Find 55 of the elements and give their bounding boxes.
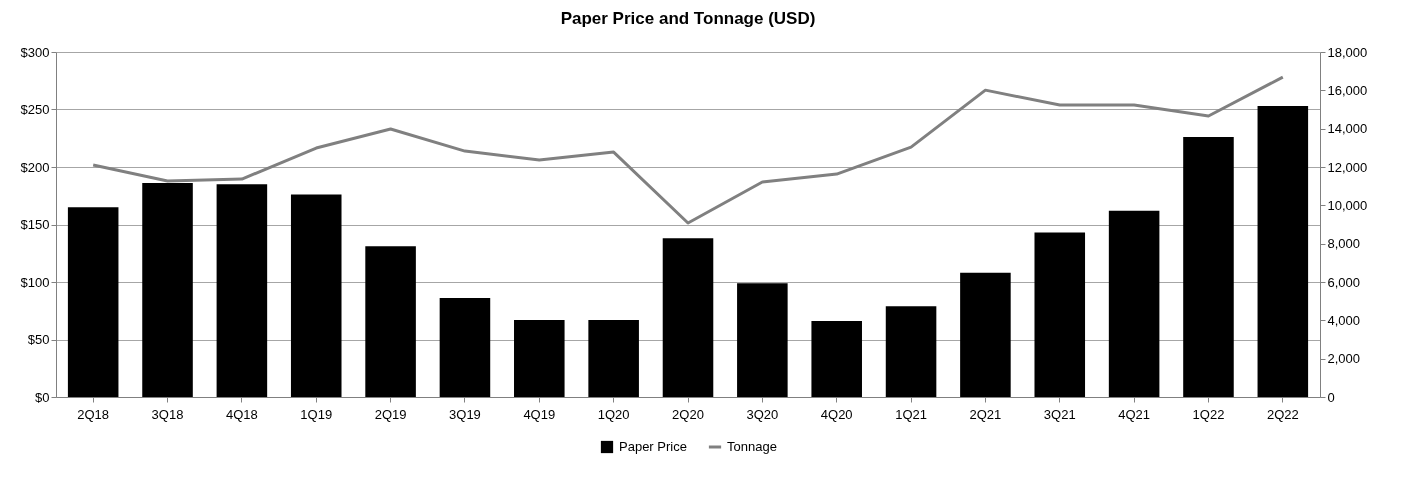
x-tick-label: 1Q21	[895, 406, 927, 422]
x-tick-label: 4Q21	[1118, 406, 1151, 422]
x-tick-label: 2Q20	[672, 406, 704, 422]
x-tick-label: 2Q19	[374, 406, 407, 422]
x-tick-label: 2Q18	[77, 406, 110, 422]
bar	[1183, 137, 1234, 397]
y2-tick-label: 6,000	[1327, 274, 1361, 290]
x-tick-label: 4Q20	[820, 406, 853, 422]
y2-tick-label: 14,000	[1327, 121, 1368, 137]
bar	[290, 194, 342, 397]
y-tick-label: $0	[35, 389, 50, 405]
y2-tick-label: 12,000	[1327, 159, 1368, 175]
bar	[662, 238, 714, 397]
y-tick-label: $100	[20, 274, 50, 290]
bar	[67, 207, 119, 397]
bar	[439, 298, 491, 397]
x-tick-label: 2Q21	[969, 406, 1002, 422]
y2-tick-label: 18,000	[1327, 44, 1368, 60]
bar	[1257, 106, 1309, 397]
bar	[811, 321, 862, 397]
x-tick-label: 4Q19	[523, 406, 556, 422]
bar	[960, 272, 1011, 397]
bar	[514, 319, 565, 397]
bar	[365, 246, 416, 397]
legend-label: Tonnage	[727, 439, 777, 454]
y2-tick-label: 4,000	[1327, 312, 1361, 328]
y2-tick-label: 8,000	[1327, 236, 1361, 252]
y2-tick-label: 2,000	[1327, 351, 1361, 367]
y2-tick-label: 16,000	[1327, 82, 1368, 98]
y-tick-label: $200	[20, 159, 50, 175]
chart-title: Paper Price and Tonnage (USD)	[560, 9, 816, 28]
x-tick-label: 3Q18	[151, 406, 184, 422]
x-tick-label: 1Q19	[300, 406, 333, 422]
bar	[216, 184, 268, 397]
y-tick-label: $250	[20, 102, 50, 117]
x-tick-label: 3Q21	[1043, 406, 1076, 422]
y-tick-label: $50	[27, 332, 50, 347]
x-tick-label: 3Q19	[449, 406, 481, 422]
line-series	[91, 75, 1285, 225]
x-tick-label: 4Q18	[225, 406, 258, 422]
bar	[1108, 210, 1160, 397]
y-tick-label: $300	[20, 44, 50, 60]
x-tick-label: 3Q20	[746, 406, 779, 422]
y-tick-label: $150	[20, 217, 50, 232]
x-tick-label: 2Q22	[1266, 406, 1299, 422]
y2-tick-label: 0	[1327, 389, 1335, 405]
y2-tick-label: 10,000	[1327, 197, 1368, 213]
legend-label: Paper Price	[619, 439, 687, 454]
bar	[1034, 232, 1086, 397]
x-tick-label: 1Q20	[597, 406, 630, 422]
bar	[737, 283, 788, 397]
bar	[588, 319, 639, 397]
x-tick-label: 1Q22	[1192, 406, 1225, 422]
bar	[885, 306, 937, 397]
bar	[142, 183, 193, 397]
